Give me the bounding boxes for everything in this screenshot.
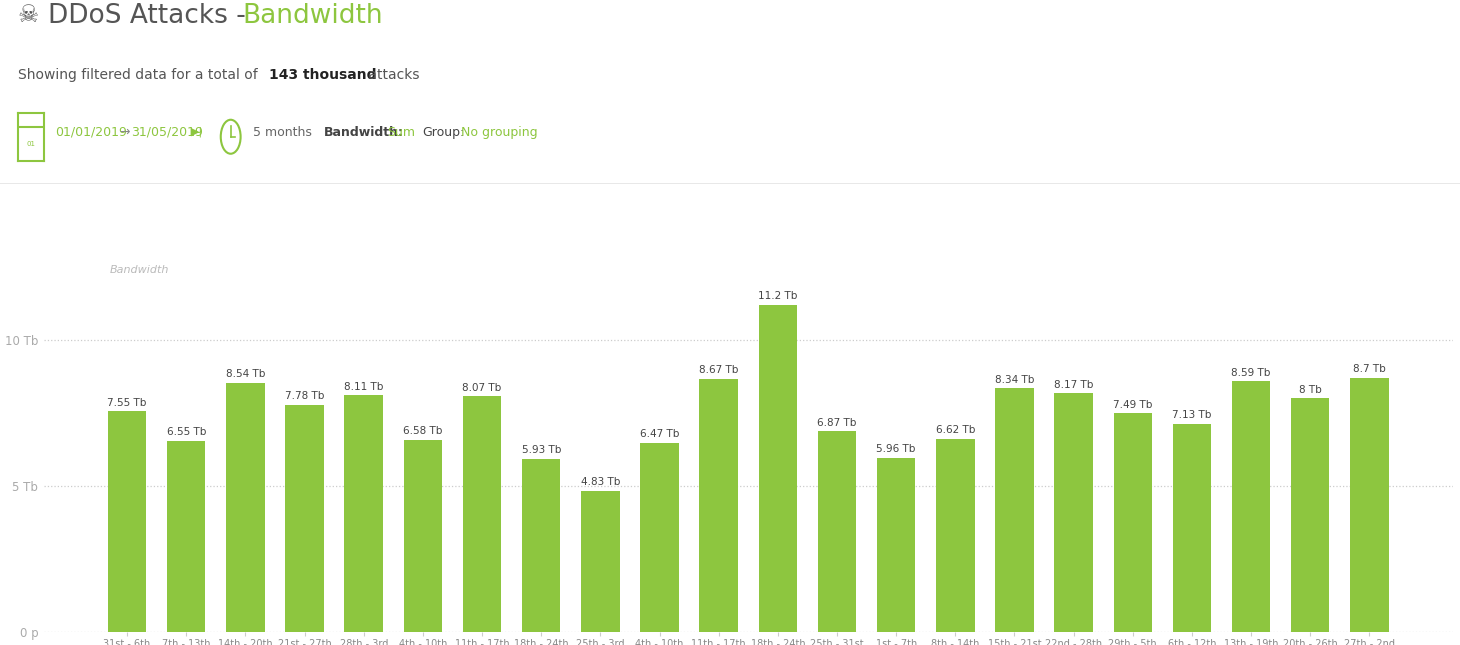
Text: 7.49 Tb: 7.49 Tb xyxy=(1113,400,1152,410)
Bar xyxy=(996,388,1034,632)
Bar xyxy=(108,412,146,632)
Bar xyxy=(403,440,442,632)
Text: 8.67 Tb: 8.67 Tb xyxy=(699,365,739,375)
Bar xyxy=(1232,381,1270,632)
Bar xyxy=(523,459,561,632)
Text: Group:: Group: xyxy=(422,126,464,139)
Text: No grouping: No grouping xyxy=(461,126,537,139)
Bar xyxy=(759,305,797,632)
Text: 8.07 Tb: 8.07 Tb xyxy=(463,382,502,393)
Text: ▶|: ▶| xyxy=(191,127,203,137)
Text: 8 Tb: 8 Tb xyxy=(1299,385,1321,395)
Text: 6.55 Tb: 6.55 Tb xyxy=(166,427,206,437)
Bar xyxy=(463,396,501,632)
Bar xyxy=(818,432,856,632)
Text: 8.17 Tb: 8.17 Tb xyxy=(1054,380,1094,390)
Text: 6.62 Tb: 6.62 Tb xyxy=(936,425,975,435)
Text: Sum: Sum xyxy=(387,126,415,139)
Bar xyxy=(936,439,974,632)
Text: Bandwidth:: Bandwidth: xyxy=(324,126,404,139)
Text: 6.47 Tb: 6.47 Tb xyxy=(639,430,679,439)
Bar xyxy=(641,443,679,632)
Text: 7.78 Tb: 7.78 Tb xyxy=(285,392,324,401)
Bar xyxy=(1291,398,1330,632)
Text: 7.13 Tb: 7.13 Tb xyxy=(1172,410,1212,420)
Text: 8.54 Tb: 8.54 Tb xyxy=(226,369,266,379)
Bar xyxy=(581,491,619,632)
Bar xyxy=(877,458,915,632)
Bar xyxy=(699,379,737,632)
Text: 5.96 Tb: 5.96 Tb xyxy=(876,444,915,454)
Text: 8.7 Tb: 8.7 Tb xyxy=(1353,364,1386,374)
Text: 6.58 Tb: 6.58 Tb xyxy=(403,426,442,436)
Text: 8.11 Tb: 8.11 Tb xyxy=(345,382,384,392)
Text: 4.83 Tb: 4.83 Tb xyxy=(581,477,620,488)
Text: 5.93 Tb: 5.93 Tb xyxy=(521,445,561,455)
Text: ☠: ☠ xyxy=(18,3,38,27)
Bar xyxy=(345,395,383,632)
Text: attacks: attacks xyxy=(364,68,419,82)
Bar xyxy=(1350,378,1388,632)
Text: 31/05/2019: 31/05/2019 xyxy=(131,126,203,139)
Text: Bandwidth: Bandwidth xyxy=(110,265,169,275)
Text: 8.59 Tb: 8.59 Tb xyxy=(1231,368,1270,377)
Text: 01/01/2019: 01/01/2019 xyxy=(55,126,127,139)
Bar xyxy=(1114,413,1152,632)
Bar xyxy=(166,441,206,632)
Bar xyxy=(285,404,324,632)
Text: 8.34 Tb: 8.34 Tb xyxy=(994,375,1034,385)
Text: 01: 01 xyxy=(26,141,35,147)
Text: Bandwidth: Bandwidth xyxy=(242,3,383,29)
Bar xyxy=(1054,393,1094,632)
Text: 143 thousand: 143 thousand xyxy=(269,68,377,82)
Text: 7.55 Tb: 7.55 Tb xyxy=(108,398,147,408)
Text: DDoS Attacks -: DDoS Attacks - xyxy=(48,3,254,29)
Text: 6.87 Tb: 6.87 Tb xyxy=(818,418,857,428)
Bar xyxy=(1172,424,1212,632)
Text: →: → xyxy=(120,126,130,139)
Text: 5 months: 5 months xyxy=(253,126,311,139)
Text: Showing filtered data for a total of: Showing filtered data for a total of xyxy=(18,68,261,82)
Text: 11.2 Tb: 11.2 Tb xyxy=(758,292,797,301)
Bar xyxy=(226,382,264,632)
